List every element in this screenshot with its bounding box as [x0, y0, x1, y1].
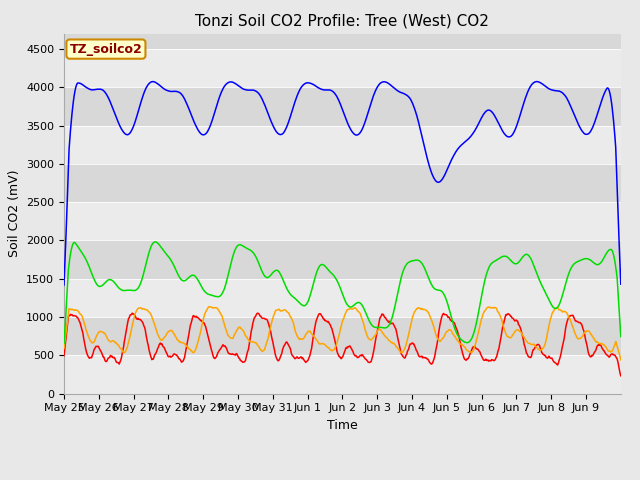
Bar — [64, 240, 621, 279]
Text: TZ_soilco2: TZ_soilco2 — [70, 43, 142, 56]
Bar — [64, 87, 621, 125]
Bar — [64, 317, 621, 355]
X-axis label: Time: Time — [327, 419, 358, 432]
Title: Tonzi Soil CO2 Profile: Tree (West) CO2: Tonzi Soil CO2 Profile: Tree (West) CO2 — [195, 13, 490, 28]
Bar — [64, 279, 621, 317]
Bar — [64, 202, 621, 240]
Bar — [64, 164, 621, 202]
Y-axis label: Soil CO2 (mV): Soil CO2 (mV) — [8, 170, 20, 257]
Bar — [64, 125, 621, 164]
Bar — [64, 11, 621, 49]
Bar — [64, 355, 621, 394]
Bar — [64, 49, 621, 87]
